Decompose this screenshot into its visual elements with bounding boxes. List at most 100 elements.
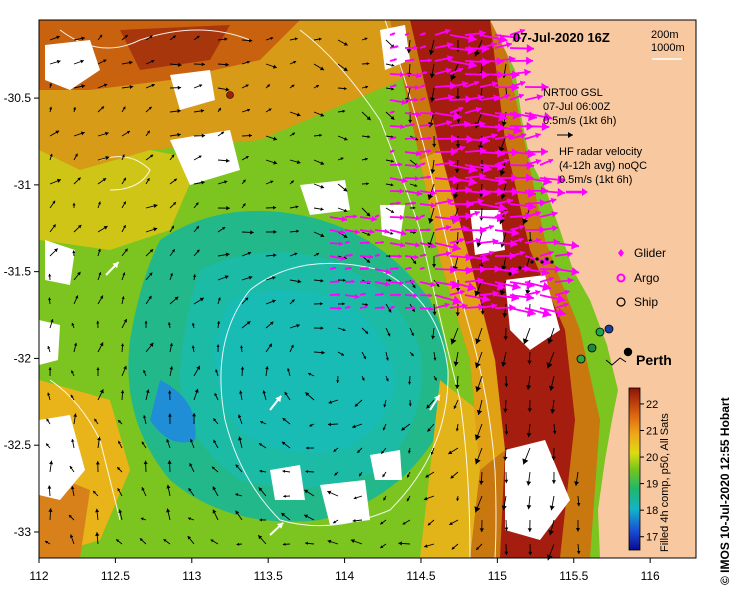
model-arrow-head [504,431,509,435]
colorbar-tick-label: 19 [646,479,658,491]
model-arrow-head [48,508,53,512]
model-arrow-head [268,108,272,112]
model-arrow-head [319,66,325,71]
model-arrow-head [320,233,325,238]
radar-arrow-head [462,225,469,233]
radar-legend-line3: 0.5m/s (1kt 6h) [559,174,632,186]
model-arrow-head [304,489,309,494]
model-arrow-head [71,370,74,374]
radar-arrow-head [543,111,553,122]
radar-arrow-head [354,293,360,300]
model-arrow-head [123,225,126,229]
radar-legend-line2: (4-12h avg) noQC [559,160,647,172]
model-arrow-head [144,320,148,324]
radar-arrow-head [427,123,431,128]
model-arrow-head [343,67,348,71]
model-arrow-head [77,271,81,276]
model-arrow-head [169,366,174,370]
radar-arrow-head [563,302,569,308]
colorbar [628,387,641,551]
model-arrow-head [69,465,73,469]
model-arrow-head [427,428,431,432]
y-axis: -30.5 -31 -31.5 -32 -32.5 -33 [4,91,39,539]
model-arrow-head [245,84,249,88]
model-arrow-head [116,539,120,543]
radar-arrow-head [475,237,481,244]
model-arrow-head [149,342,154,347]
y-tick-label: -31.5 [4,265,32,279]
model-arrow-head [195,202,199,206]
model-arrow-head [411,332,414,336]
model-arrow-head [456,498,460,501]
model-arrow-head [385,357,389,361]
radar-arrow-head [422,97,426,101]
x-tick-label: 114.5 [406,569,435,583]
model-arrow-head [522,218,529,225]
radar-arrow-head [553,238,560,246]
model-arrow-head [343,86,347,91]
radar-arrow-head [391,149,395,153]
model-arrow-head [73,107,77,110]
model-arrow-head [187,536,192,540]
radar-arrow-head [395,45,399,49]
model-arrow-head [390,231,394,235]
model-arrow-head [46,443,49,447]
model-arrow-head [49,153,53,157]
model-arrow-head [99,342,104,347]
model-arrow-head [177,85,182,90]
radar-arrow-head [481,294,491,304]
model-arrow-head [342,328,346,332]
radar-arrow-head [445,224,452,231]
model-arrow-head [224,37,228,41]
model-arrow-head [98,272,102,276]
model-arrow-head [353,496,357,500]
model-arrow-head [549,505,555,511]
radar-arrow-head [497,148,505,158]
model-arrow-head [305,470,309,474]
model-arrow-head [272,276,276,280]
model-arrow-head [192,274,197,278]
model-arrow-head [71,322,75,326]
model-arrow-head [576,502,581,507]
argo-legend-icon [616,273,626,283]
model-arrow-head [196,35,200,39]
radar-arrow-head [444,302,450,308]
model-arrow-head [188,488,192,492]
radar-arrow-head [511,281,521,291]
radar-arrow-head [535,237,542,244]
model-arrow-head [291,299,295,303]
radar-arrow-head [401,98,408,106]
model-arrow-head [282,418,286,422]
x-tick-label: 116 [641,569,660,583]
model-arrow-head [273,230,277,234]
model-arrow-head [96,367,100,370]
model-arrow-head [328,400,332,404]
model-arrow-head [365,330,369,334]
model-arrow-head [503,456,508,461]
model-arrow-head [211,466,215,470]
radar-arrow-head [429,110,435,117]
model-arrow-head [548,529,554,536]
radar-arrow-head [477,94,484,102]
model-arrow-head [122,106,126,110]
model-arrow-head [242,203,246,207]
radar-arrow-head [391,305,395,309]
model-arrow-head [265,366,269,370]
radar-arrow-head [446,42,454,49]
model-arrow-head [210,539,214,543]
radar-arrow-head [548,250,554,256]
model-arrow-head [236,542,240,546]
model-arrow-head [105,155,110,160]
model-arrow-head [118,440,121,444]
model-arrow-head [364,37,368,41]
model-arrow-head [173,178,177,182]
model-arrow-head [475,362,481,369]
model-arrow-head [398,541,402,546]
model-arrow-head [327,490,332,495]
radar-arrow-head [365,266,369,270]
model-arrow-head [431,335,436,340]
model-arrow-head [149,272,153,276]
model-arrow-head [123,319,127,323]
argo-legend-label: Argo [634,271,660,285]
model-arrow-head [366,62,370,66]
